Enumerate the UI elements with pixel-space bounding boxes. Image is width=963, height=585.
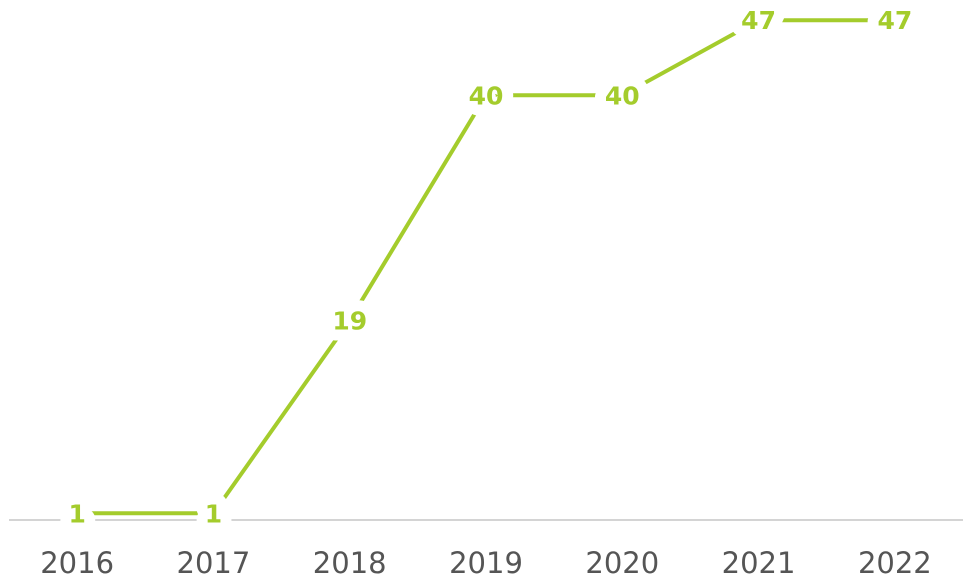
x-tick-label: 2020 (585, 546, 659, 580)
value-label: 47 (877, 6, 912, 35)
line (77, 18, 895, 516)
value-label: 1 (205, 499, 222, 528)
x-tick-label: 2021 (722, 546, 796, 580)
x-tick-label: 2019 (449, 546, 523, 580)
x-tick-label: 2017 (177, 546, 251, 580)
x-tick-label: 2018 (313, 546, 387, 580)
x-tick-label: 2022 (858, 546, 932, 580)
value-label: 19 (332, 306, 367, 335)
value-label: 40 (469, 81, 504, 110)
x-tick-label: 2016 (40, 546, 114, 580)
value-label: 47 (741, 6, 776, 35)
value-label: 1 (68, 499, 85, 528)
value-label: 40 (605, 81, 640, 110)
